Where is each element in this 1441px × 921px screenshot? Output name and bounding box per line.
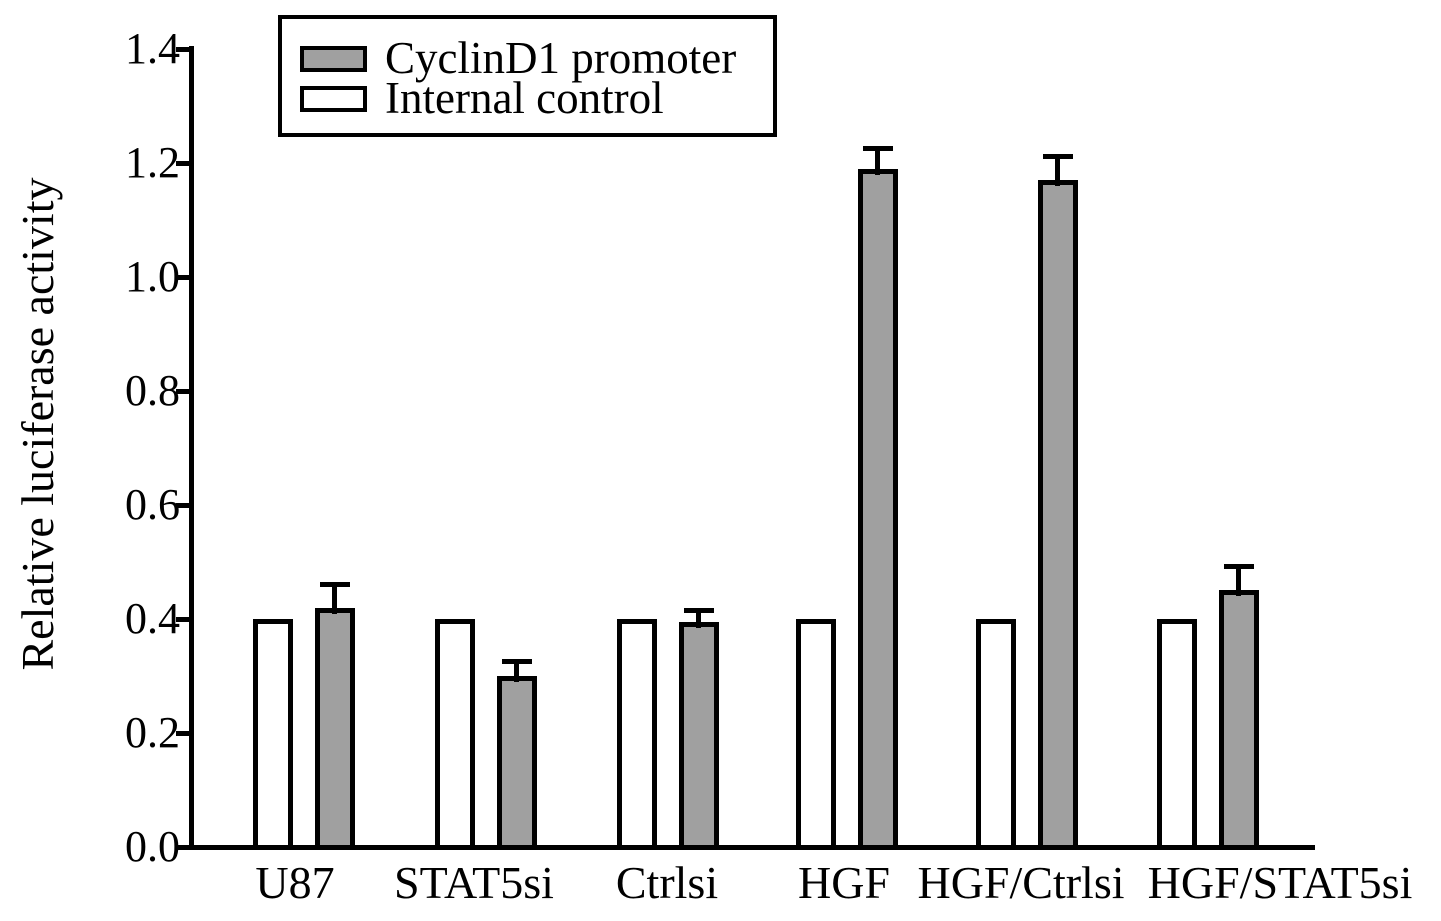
y-axis-tick [176, 47, 189, 52]
x-axis-line [189, 845, 1315, 850]
x-axis-category-label: HGF [797, 857, 891, 908]
error-bar-stem [514, 662, 519, 682]
y-axis-tick [176, 275, 189, 280]
y-axis-tick-label: 0.4 [125, 594, 180, 643]
bar-cyclind1-promoter [1038, 180, 1078, 850]
error-bar-cap [502, 659, 532, 664]
bar-cyclind1-promoter [1219, 590, 1259, 850]
legend-swatch-cyclind1-promoter [300, 45, 367, 72]
y-axis-tick [176, 161, 189, 166]
y-axis-tick-label: 1.4 [125, 24, 180, 73]
bar-internal-control [435, 619, 475, 850]
error-bar-stem [1055, 157, 1060, 186]
y-axis-tick-label: 0.6 [125, 480, 180, 529]
legend-label-internal-control: Internal control [385, 73, 664, 123]
legend-box: CyclinD1 promoter Internal control [278, 15, 777, 137]
y-axis-tick-label: 1.0 [125, 252, 180, 301]
y-axis-tick [176, 503, 189, 508]
y-axis-tick-label: 0.2 [125, 708, 180, 757]
bar-cyclind1-promoter [679, 622, 719, 850]
x-axis-category-label: HGF/Ctrlsi [917, 857, 1125, 908]
x-axis-category-label: STAT5si [394, 857, 554, 908]
bar-cyclind1-promoter [858, 169, 898, 850]
error-bar-stem [332, 585, 337, 614]
bar-internal-control [1157, 619, 1197, 850]
error-bar-stem [696, 611, 701, 628]
error-bar-cap [1224, 564, 1254, 569]
y-axis-line [189, 46, 194, 850]
bar-internal-control [796, 619, 836, 850]
error-bar-cap [684, 608, 714, 613]
legend-label-cyclind1-promoter: CyclinD1 promoter [385, 33, 737, 83]
y-axis-tick-label: 1.2 [125, 138, 180, 187]
y-axis-tick [176, 617, 189, 622]
legend-swatch-internal-control [300, 85, 367, 112]
bar-internal-control [617, 619, 657, 850]
legend-entry-internal-control: Internal control [300, 76, 664, 121]
error-bar-stem [1236, 567, 1241, 596]
bar-internal-control [976, 619, 1016, 850]
x-axis-category-label: Ctrlsi [615, 857, 719, 908]
y-axis-tick [176, 389, 189, 394]
bar-cyclind1-promoter [315, 608, 355, 850]
y-axis-tick [176, 731, 189, 736]
error-bar-cap [863, 146, 893, 151]
x-axis-category-label: U87 [255, 857, 335, 908]
legend-entry-cyclind1-promoter: CyclinD1 promoter [300, 36, 736, 81]
bar-internal-control [253, 619, 293, 850]
y-axis-tick [176, 845, 189, 850]
error-bar-stem [875, 149, 880, 175]
bar-cyclind1-promoter [497, 676, 537, 850]
y-axis-tick-label: 0.8 [125, 366, 180, 415]
x-axis-category-label: HGF/STAT5si [1147, 857, 1413, 908]
y-axis-tick-label: 0.0 [125, 822, 180, 871]
error-bar-cap [1043, 154, 1073, 159]
error-bar-cap [320, 582, 350, 587]
